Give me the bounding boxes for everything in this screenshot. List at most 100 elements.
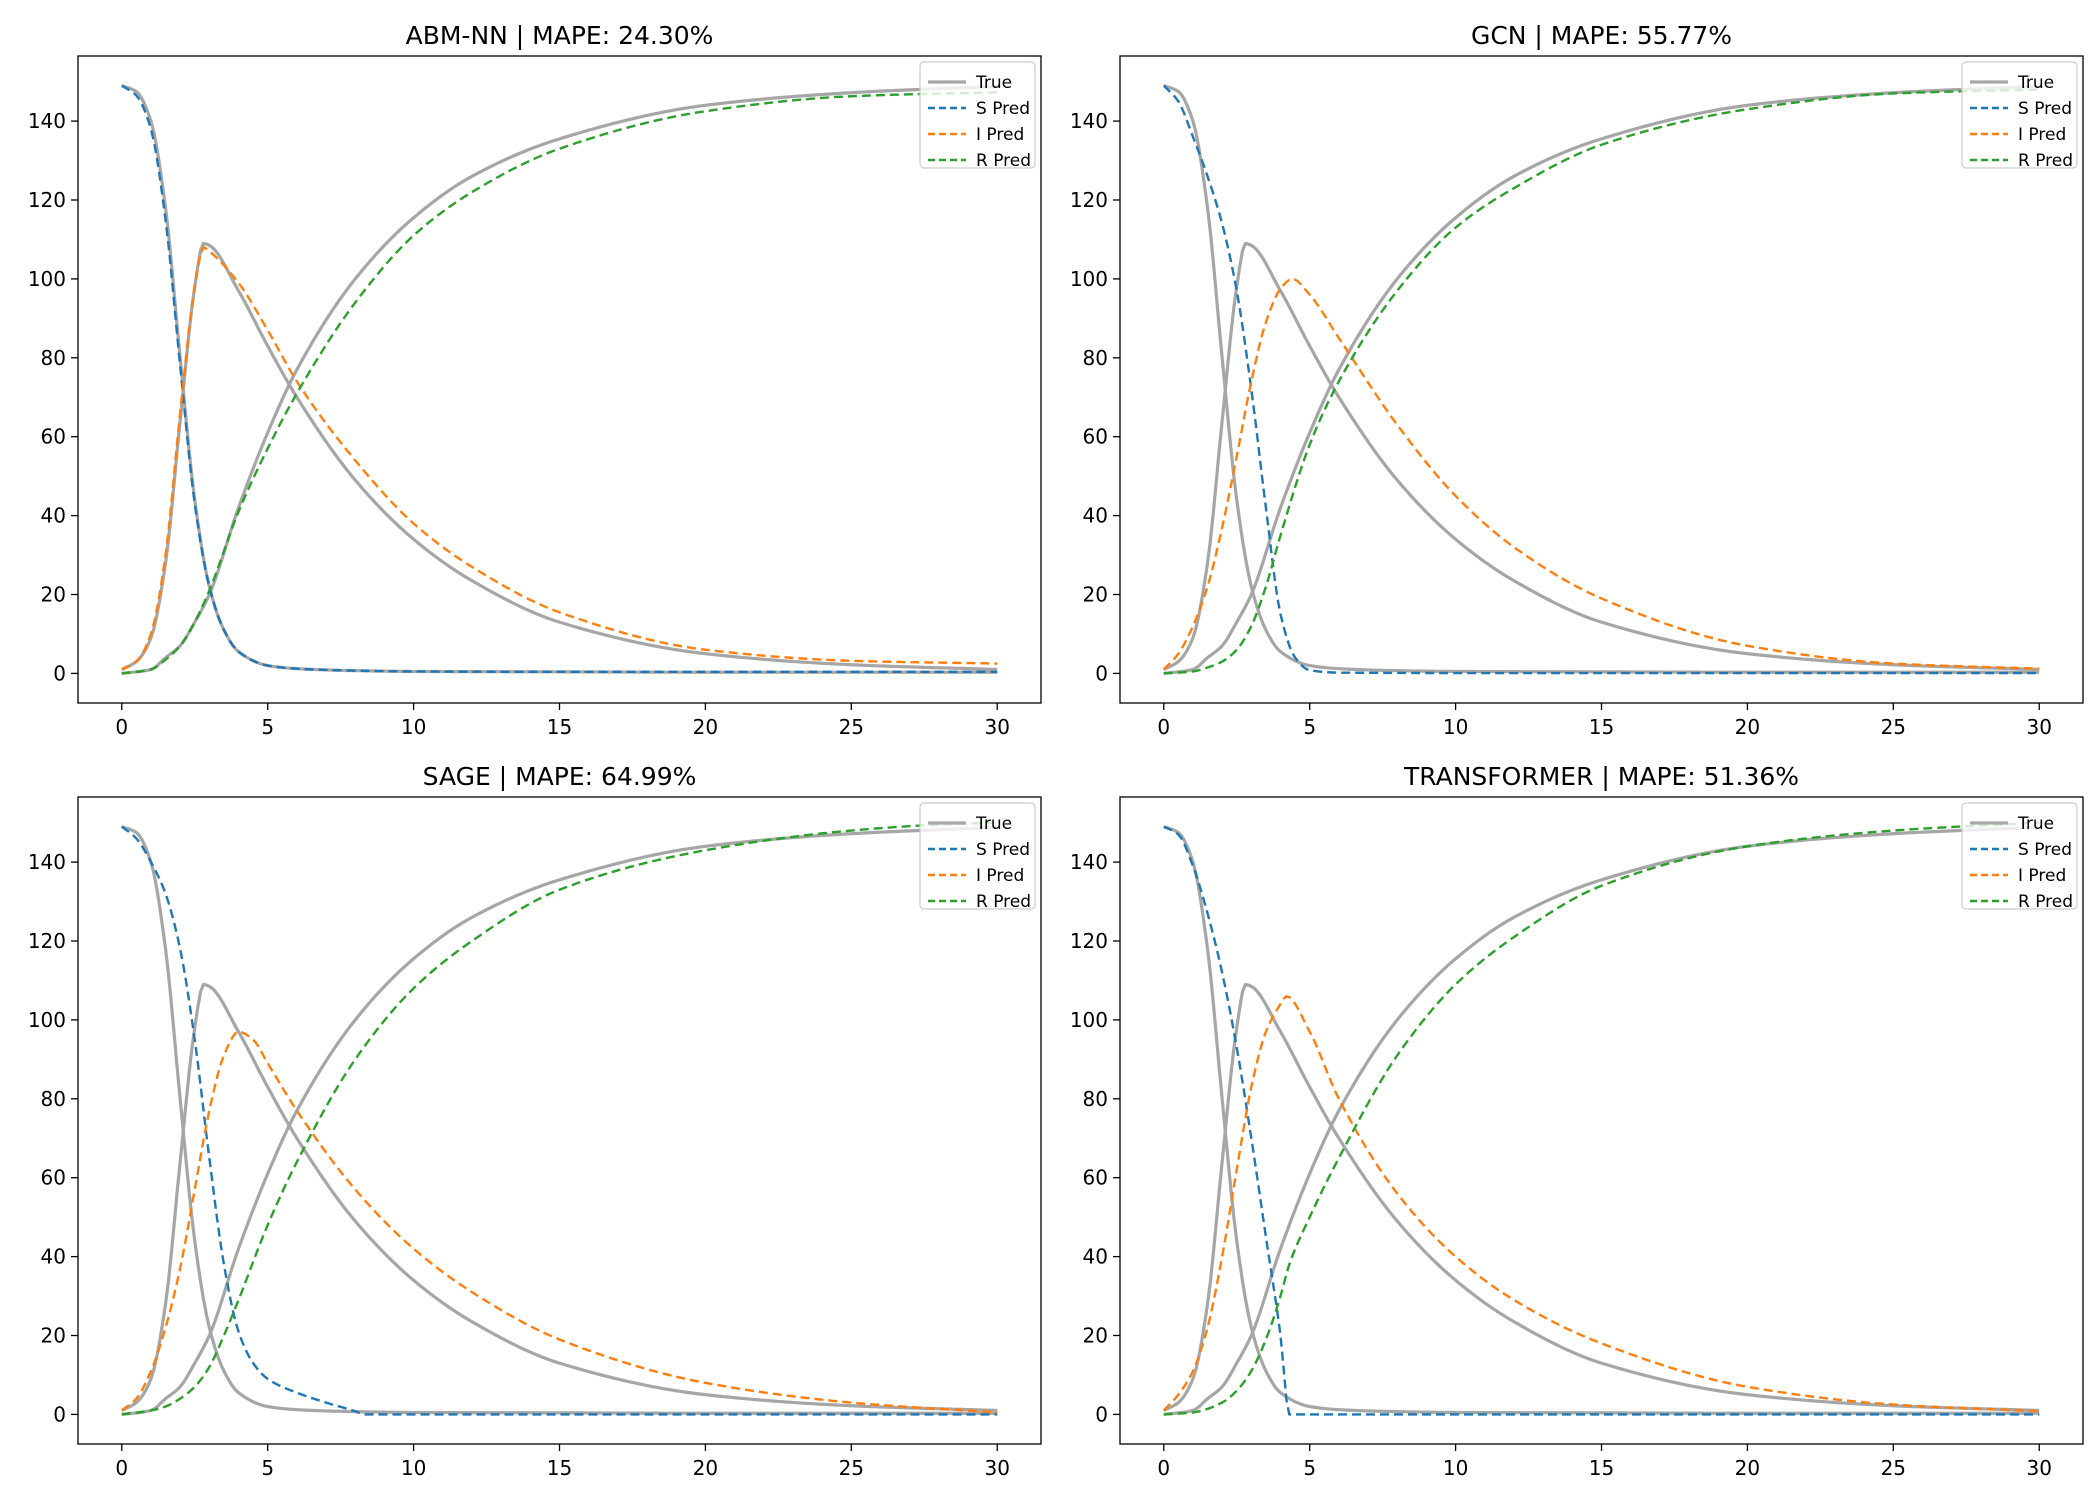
plot-area: [121, 821, 998, 1416]
legend-label: R Pred: [976, 151, 1031, 171]
y-tick-label: 60: [41, 1166, 66, 1190]
x-tick-label: 0: [115, 715, 128, 739]
legend-label: R Pred: [2018, 892, 2073, 912]
x-tick-label: 10: [1443, 1456, 1468, 1480]
legend-label: I Pred: [2018, 866, 2066, 886]
chart-panel-4: TRANSFORMER | MAPE: 51.36% 0 5 10 15 20 25 30 0 2…: [1070, 762, 2084, 1480]
series-line-true-i: [121, 241, 998, 672]
x-tick-label: 30: [2027, 715, 2052, 739]
x-tick-label: 20: [1735, 715, 1760, 739]
legend: True S Pred I Pred R Pred: [1961, 61, 2078, 171]
y-tick-label: 80: [41, 346, 66, 370]
x-tick-label: 15: [1589, 1456, 1614, 1480]
series-line-i-pred-i: [121, 1030, 998, 1414]
legend-box: [919, 61, 1036, 169]
y-tick-label: 20: [41, 1324, 66, 1348]
legend-box: [1961, 61, 2078, 169]
x-tick-label: 15: [547, 715, 572, 739]
plot-area: [1162, 84, 2040, 675]
series-line-r-pred-r: [121, 821, 998, 1416]
legend: True S Pred I Pred R Pred: [919, 802, 1036, 912]
series-line-r-pred-r: [121, 91, 998, 675]
legend-label: R Pred: [2018, 151, 2073, 171]
plot-area: [121, 84, 998, 675]
legend-label: True: [975, 814, 1012, 834]
x-tick-label: 0: [115, 1456, 128, 1480]
legend-label: I Pred: [976, 125, 1024, 145]
y-tick-label: 0: [53, 661, 66, 685]
y-tick-label: 0: [1095, 661, 1108, 685]
series-line-i-pred-i: [121, 246, 998, 671]
legend-label: R Pred: [976, 892, 1031, 912]
y-tick-label: 140: [1070, 109, 1108, 133]
series-line-r-pred-r: [1163, 821, 2040, 1416]
series-line-i-pred-i: [1162, 277, 2040, 671]
x-tick-label: 15: [547, 1456, 572, 1480]
x-tick-label: 5: [261, 715, 274, 739]
x-tick-label: 30: [985, 715, 1010, 739]
legend-label: True: [975, 73, 1012, 93]
x-tick-label: 10: [1443, 715, 1468, 739]
x-tick-label: 5: [1303, 1456, 1316, 1480]
x-tick-label: 25: [839, 715, 864, 739]
series-line-r-pred-r: [1163, 88, 2040, 675]
series-line-true-i: [1163, 241, 2040, 672]
chart-title: GCN | MAPE: 55.77%: [1471, 21, 1732, 50]
y-tick-label: 120: [1070, 188, 1108, 212]
x-tick-label: 20: [1735, 1456, 1760, 1480]
legend-label: I Pred: [2018, 125, 2066, 145]
y-tick-label: 20: [1083, 583, 1108, 607]
series-line-i-pred-i: [1162, 995, 2040, 1413]
plot-area: [1162, 821, 2040, 1416]
y-tick-label: 140: [28, 109, 66, 133]
x-tick-label: 5: [1303, 715, 1316, 739]
legend-label: True: [2017, 73, 2054, 93]
chart-title: TRANSFORMER | MAPE: 51.36%: [1403, 762, 1799, 791]
x-tick-label: 30: [985, 1456, 1010, 1480]
chart-title: ABM-NN | MAPE: 24.30%: [406, 21, 714, 50]
y-tick-label: 60: [1083, 425, 1108, 449]
legend: True S Pred I Pred R Pred: [919, 61, 1036, 171]
chart-panel-1: ABM-NN | MAPE: 24.30% 0 5 10 15 20 25 30 0 20 40 60…: [28, 21, 1042, 739]
y-tick-label: 0: [1095, 1402, 1108, 1426]
legend-box: [919, 802, 1036, 910]
legend-label: S Pred: [2018, 99, 2072, 119]
x-tick-label: 15: [1589, 715, 1614, 739]
legend: True S Pred I Pred R Pred: [1961, 802, 2078, 912]
series-line-true-s: [1163, 825, 2040, 1415]
legend-label: S Pred: [976, 840, 1030, 860]
series-line-true-r: [121, 825, 998, 1416]
series-line-s-pred-s: [1162, 84, 2040, 675]
y-tick-label: 40: [1083, 504, 1108, 528]
y-tick-label: 40: [41, 1245, 66, 1269]
y-tick-label: 100: [1070, 1008, 1108, 1032]
x-tick-label: 25: [1881, 715, 1906, 739]
x-tick-label: 10: [401, 715, 426, 739]
y-tick-label: 60: [1083, 1166, 1108, 1190]
chart-title: SAGE | MAPE: 64.99%: [423, 762, 697, 791]
y-tick-label: 40: [41, 504, 66, 528]
y-tick-label: 140: [1070, 850, 1108, 874]
chart-panel-2: GCN | MAPE: 55.77% 0 5 10 15 20 25 30 0 20 40 60 80 1…: [1070, 21, 2084, 739]
y-tick-label: 20: [1083, 1324, 1108, 1348]
x-tick-label: 30: [2027, 1456, 2052, 1480]
y-tick-label: 120: [28, 929, 66, 953]
x-tick-label: 25: [1881, 1456, 1906, 1480]
y-tick-label: 80: [1083, 1087, 1108, 1111]
chart-panel-3: SAGE | MAPE: 64.99% 0 5 10 15 20 25 30 0 20 40 60 80…: [28, 762, 1042, 1480]
series-line-true-i: [121, 982, 998, 1413]
x-tick-label: 5: [261, 1456, 274, 1480]
series-line-s-pred-s: [121, 825, 998, 1416]
y-tick-label: 20: [41, 583, 66, 607]
legend-label: S Pred: [976, 99, 1030, 119]
x-tick-label: 10: [401, 1456, 426, 1480]
legend-label: S Pred: [2018, 840, 2072, 860]
y-tick-label: 60: [41, 425, 66, 449]
x-tick-label: 25: [839, 1456, 864, 1480]
y-tick-label: 140: [28, 850, 66, 874]
series-line-true-r: [1163, 825, 2040, 1416]
y-tick-label: 0: [53, 1402, 66, 1426]
legend-label: I Pred: [976, 866, 1024, 886]
y-tick-label: 80: [41, 1087, 66, 1111]
